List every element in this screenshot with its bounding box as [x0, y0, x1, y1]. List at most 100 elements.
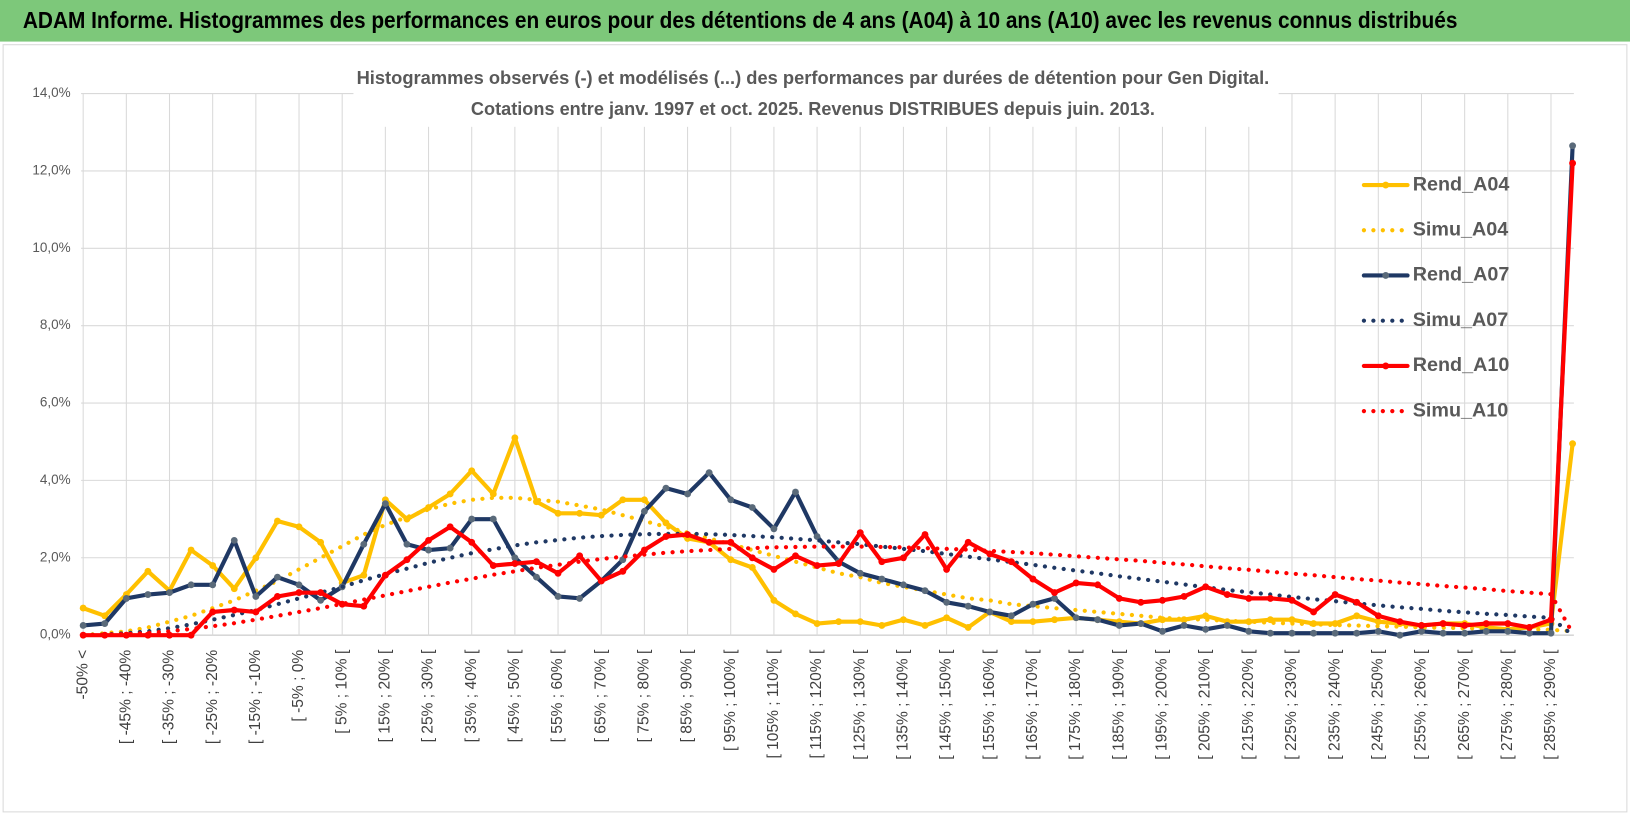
- point: [1159, 627, 1166, 635]
- point: [1288, 629, 1296, 637]
- point: [446, 544, 454, 552]
- point: [986, 608, 994, 616]
- point: [1007, 612, 1015, 620]
- point: [1353, 612, 1361, 620]
- point: [122, 631, 130, 639]
- point: [705, 469, 713, 477]
- point: [597, 511, 605, 519]
- point: [1202, 583, 1210, 591]
- point: [640, 496, 648, 504]
- x-tick-label: [ 45% ; 50% [: [506, 649, 523, 742]
- point: [1374, 627, 1382, 635]
- point: [230, 585, 238, 593]
- point: [1353, 598, 1361, 606]
- x-tick-label: [ 55% ; 60% [: [549, 649, 566, 742]
- point: [684, 490, 691, 498]
- point: [899, 616, 907, 624]
- point: [705, 538, 713, 546]
- point: [1180, 616, 1188, 624]
- point: [1396, 631, 1404, 639]
- point: [640, 507, 648, 515]
- y-tick-label: 0,0%: [40, 627, 71, 642]
- grid: 0,0% 2,0% 4,0% 6,0% 8,0% 10,0% 12,0% 14,0% -50% …: [32, 85, 1574, 760]
- point: [1094, 581, 1102, 589]
- point: [1461, 629, 1469, 637]
- x-tick-label: [ 205% ; 210% [: [1197, 649, 1214, 760]
- point: [1439, 620, 1447, 627]
- x-tick-label: [ 175% ; 180% [: [1067, 649, 1084, 760]
- y-tick-label: 10,0%: [32, 240, 70, 255]
- point: [274, 573, 281, 581]
- point: [1374, 612, 1382, 620]
- point: [1094, 616, 1102, 624]
- point: [1374, 618, 1382, 626]
- point: [1245, 627, 1253, 635]
- point: [554, 569, 562, 577]
- point: [597, 577, 605, 585]
- point: [533, 558, 540, 566]
- x-tick-label: [ 195% ; 200% [: [1154, 649, 1171, 760]
- point: [1072, 614, 1080, 622]
- x-tick-label: [ 95% ; 100% [: [722, 649, 739, 751]
- point: [1223, 622, 1231, 629]
- legend-marker: [1382, 272, 1390, 279]
- x-tick-label: [ 275% ; 280% [: [1499, 649, 1516, 760]
- x-tick-label: [ -5% ; 0%: [290, 650, 307, 722]
- point: [187, 631, 195, 639]
- title-background: [353, 62, 1279, 127]
- point: [684, 531, 691, 539]
- point: [533, 573, 540, 581]
- point: [964, 623, 972, 631]
- point: [1180, 593, 1188, 600]
- point: [79, 604, 87, 612]
- point: [1180, 622, 1188, 629]
- x-tick-label: [ -25% ; -20%: [204, 650, 221, 745]
- point: [317, 538, 325, 546]
- point: [511, 554, 519, 562]
- point: [1569, 159, 1577, 167]
- x-tick-label: [ 135% ; 140% [: [895, 649, 912, 760]
- point: [856, 529, 864, 537]
- legend: Rend_A04 Simu_A04 Rend_A07 Simu_A07 Rend_A10…: [1361, 173, 1510, 421]
- point: [921, 531, 929, 539]
- point: [1029, 618, 1037, 626]
- point: [230, 606, 238, 614]
- x-tick-label: [ 85% ; 90% [: [679, 649, 696, 742]
- x-tick-label: [ 185% ; 190% [: [1110, 649, 1127, 760]
- point: [727, 556, 735, 564]
- point: [1051, 594, 1058, 602]
- point: [252, 608, 260, 616]
- point: [317, 596, 325, 604]
- point: [813, 620, 821, 627]
- point: [813, 533, 821, 540]
- chart-title: Histogrammes observés (-) et modélisés (…: [357, 67, 1270, 88]
- x-tick-label: [ -45% ; -40%: [117, 650, 134, 745]
- point: [943, 598, 951, 606]
- y-tick-label: 2,0%: [40, 549, 71, 564]
- series-line: [81, 531, 1575, 638]
- point: [425, 536, 432, 544]
- point: [187, 581, 195, 589]
- x-tick-label: [ 15% ; 20% [: [376, 649, 393, 742]
- point: [468, 515, 476, 523]
- point: [489, 490, 497, 498]
- legend-label: Simu_A10: [1413, 399, 1509, 421]
- point: [468, 538, 476, 546]
- point: [1547, 616, 1555, 624]
- x-tick-label: [ 285% ; 290% [: [1542, 649, 1559, 760]
- point: [1569, 440, 1577, 448]
- point: [1202, 625, 1210, 633]
- point: [921, 587, 929, 595]
- point: [770, 596, 778, 604]
- series-line: [81, 143, 1575, 638]
- point: [252, 554, 260, 562]
- legend-label: Rend_A10: [1413, 354, 1510, 376]
- series-line: [81, 435, 1575, 632]
- point: [1525, 623, 1533, 631]
- point: [1288, 616, 1296, 624]
- point: [662, 533, 670, 540]
- point: [770, 565, 778, 573]
- point: [1353, 629, 1361, 637]
- point: [1418, 622, 1425, 629]
- series-line: [81, 161, 1575, 638]
